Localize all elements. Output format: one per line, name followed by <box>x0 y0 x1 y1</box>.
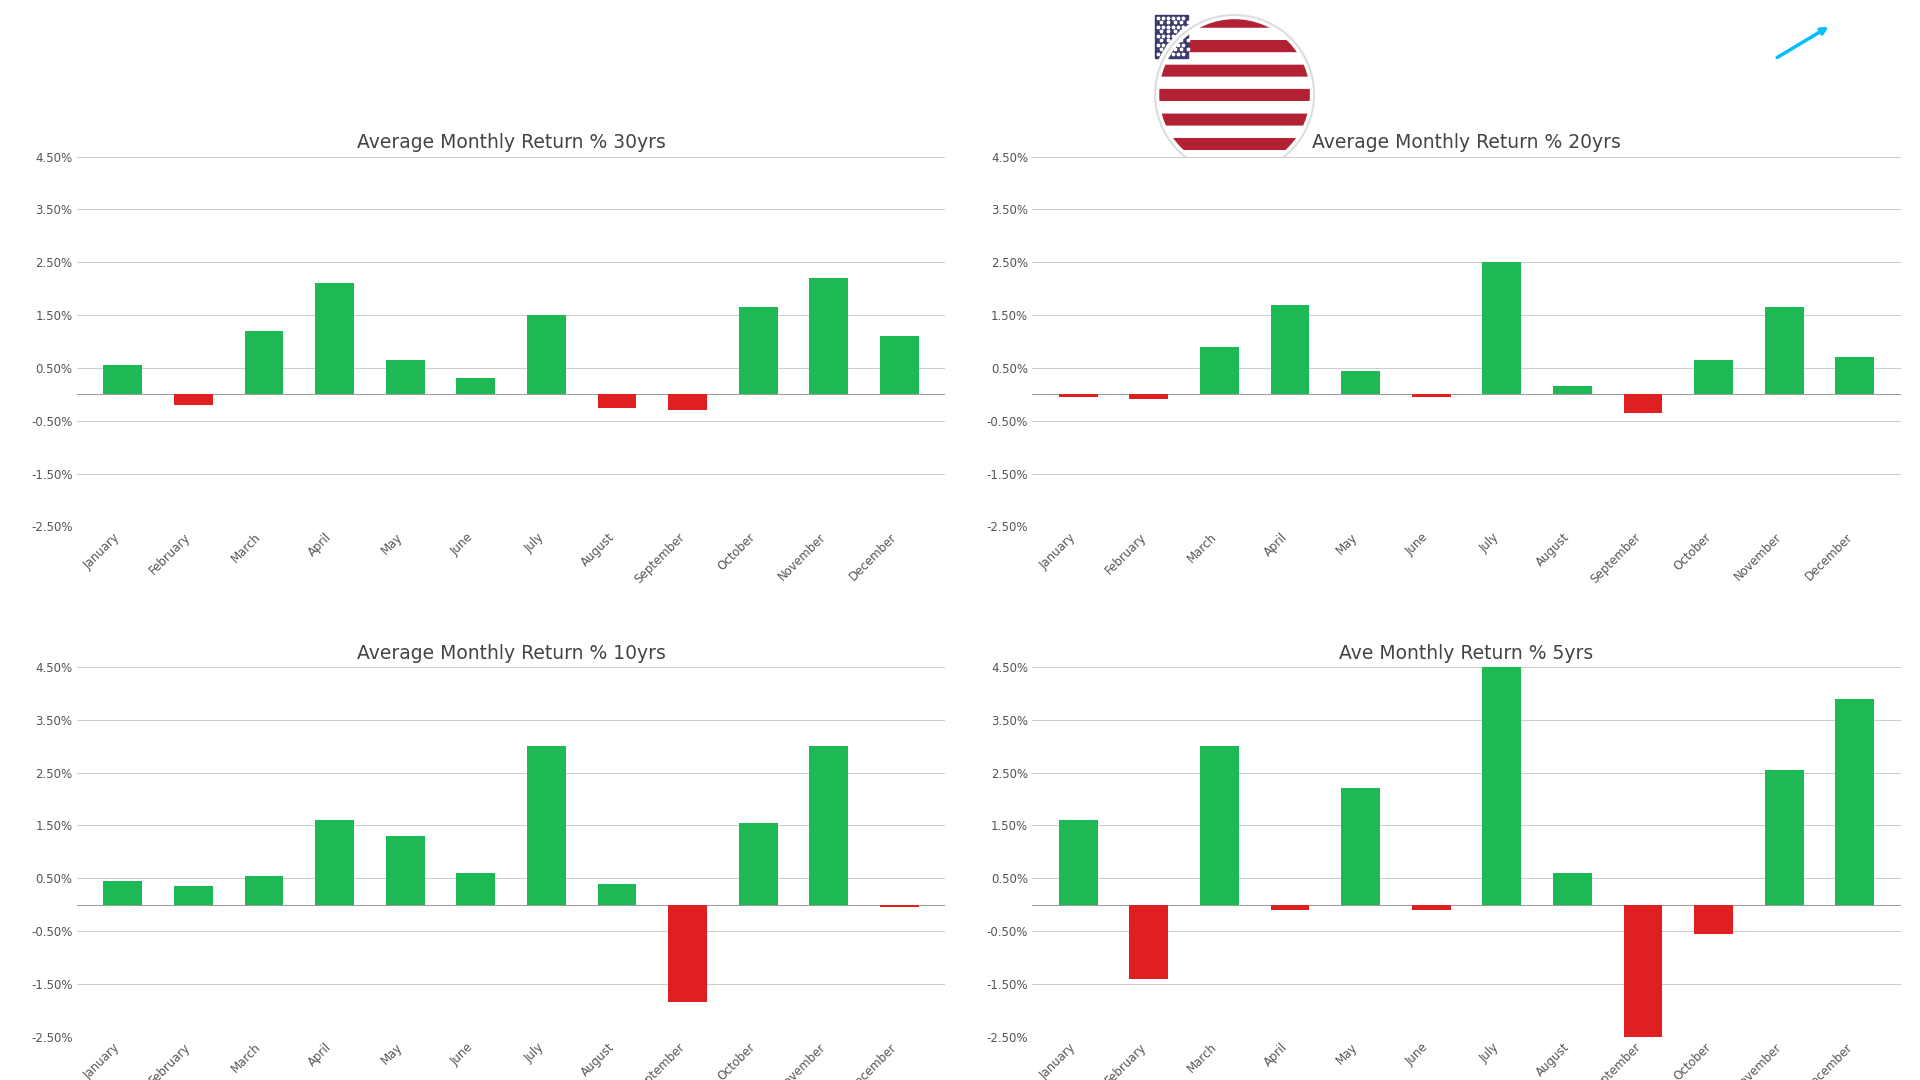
Text: Market Index: Market Index <box>1726 89 1880 108</box>
Title: Ave Monthly Return % 5yrs: Ave Monthly Return % 5yrs <box>1340 644 1594 663</box>
Bar <box>1764 307 1803 394</box>
Bar <box>175 887 213 905</box>
Bar <box>526 315 566 394</box>
Bar <box>1342 788 1380 905</box>
Bar <box>386 836 424 905</box>
Bar <box>1271 305 1309 394</box>
Bar <box>668 394 707 410</box>
Bar <box>1836 699 1874 905</box>
Bar <box>1764 770 1803 905</box>
Title: Average Monthly Return % 30yrs: Average Monthly Return % 30yrs <box>357 133 666 152</box>
Bar <box>597 394 636 407</box>
Bar <box>1058 394 1098 397</box>
Bar <box>879 336 920 394</box>
Text: S&P500 Total Return Seasonality: S&P500 Total Return Seasonality <box>23 57 1054 111</box>
Bar <box>526 746 566 905</box>
Title: Average Monthly Return % 10yrs: Average Monthly Return % 10yrs <box>357 644 666 663</box>
Bar <box>739 823 778 905</box>
Bar <box>1693 360 1734 394</box>
Bar <box>315 283 353 394</box>
Bar <box>668 905 707 1002</box>
Bar <box>1129 394 1167 399</box>
Circle shape <box>1156 15 1313 174</box>
Bar <box>1553 873 1592 905</box>
Title: Average Monthly Return % 20yrs: Average Monthly Return % 20yrs <box>1311 133 1620 152</box>
Bar <box>315 820 353 905</box>
Bar <box>1482 262 1521 394</box>
Bar <box>597 883 636 905</box>
Bar <box>244 876 284 905</box>
Bar <box>386 360 424 394</box>
Bar <box>457 873 495 905</box>
Bar <box>1200 347 1238 394</box>
Bar <box>1624 394 1663 413</box>
Bar <box>175 394 213 405</box>
Bar <box>1058 820 1098 905</box>
Bar <box>244 330 284 394</box>
Bar <box>879 905 920 907</box>
Bar <box>1836 357 1874 394</box>
Bar <box>1411 905 1452 910</box>
Bar <box>810 279 849 394</box>
Bar <box>1156 15 1188 58</box>
Bar <box>1482 667 1521 905</box>
Bar <box>1693 905 1734 934</box>
Bar <box>104 365 142 394</box>
Bar <box>1342 370 1380 394</box>
Bar <box>1411 394 1452 397</box>
Bar <box>1553 387 1592 394</box>
Bar <box>1624 905 1663 1039</box>
Bar <box>1129 905 1167 978</box>
Bar <box>104 881 142 905</box>
Bar <box>739 307 778 394</box>
Bar <box>1200 746 1238 905</box>
Bar <box>810 746 849 905</box>
Bar <box>1271 905 1309 910</box>
Bar <box>457 378 495 394</box>
